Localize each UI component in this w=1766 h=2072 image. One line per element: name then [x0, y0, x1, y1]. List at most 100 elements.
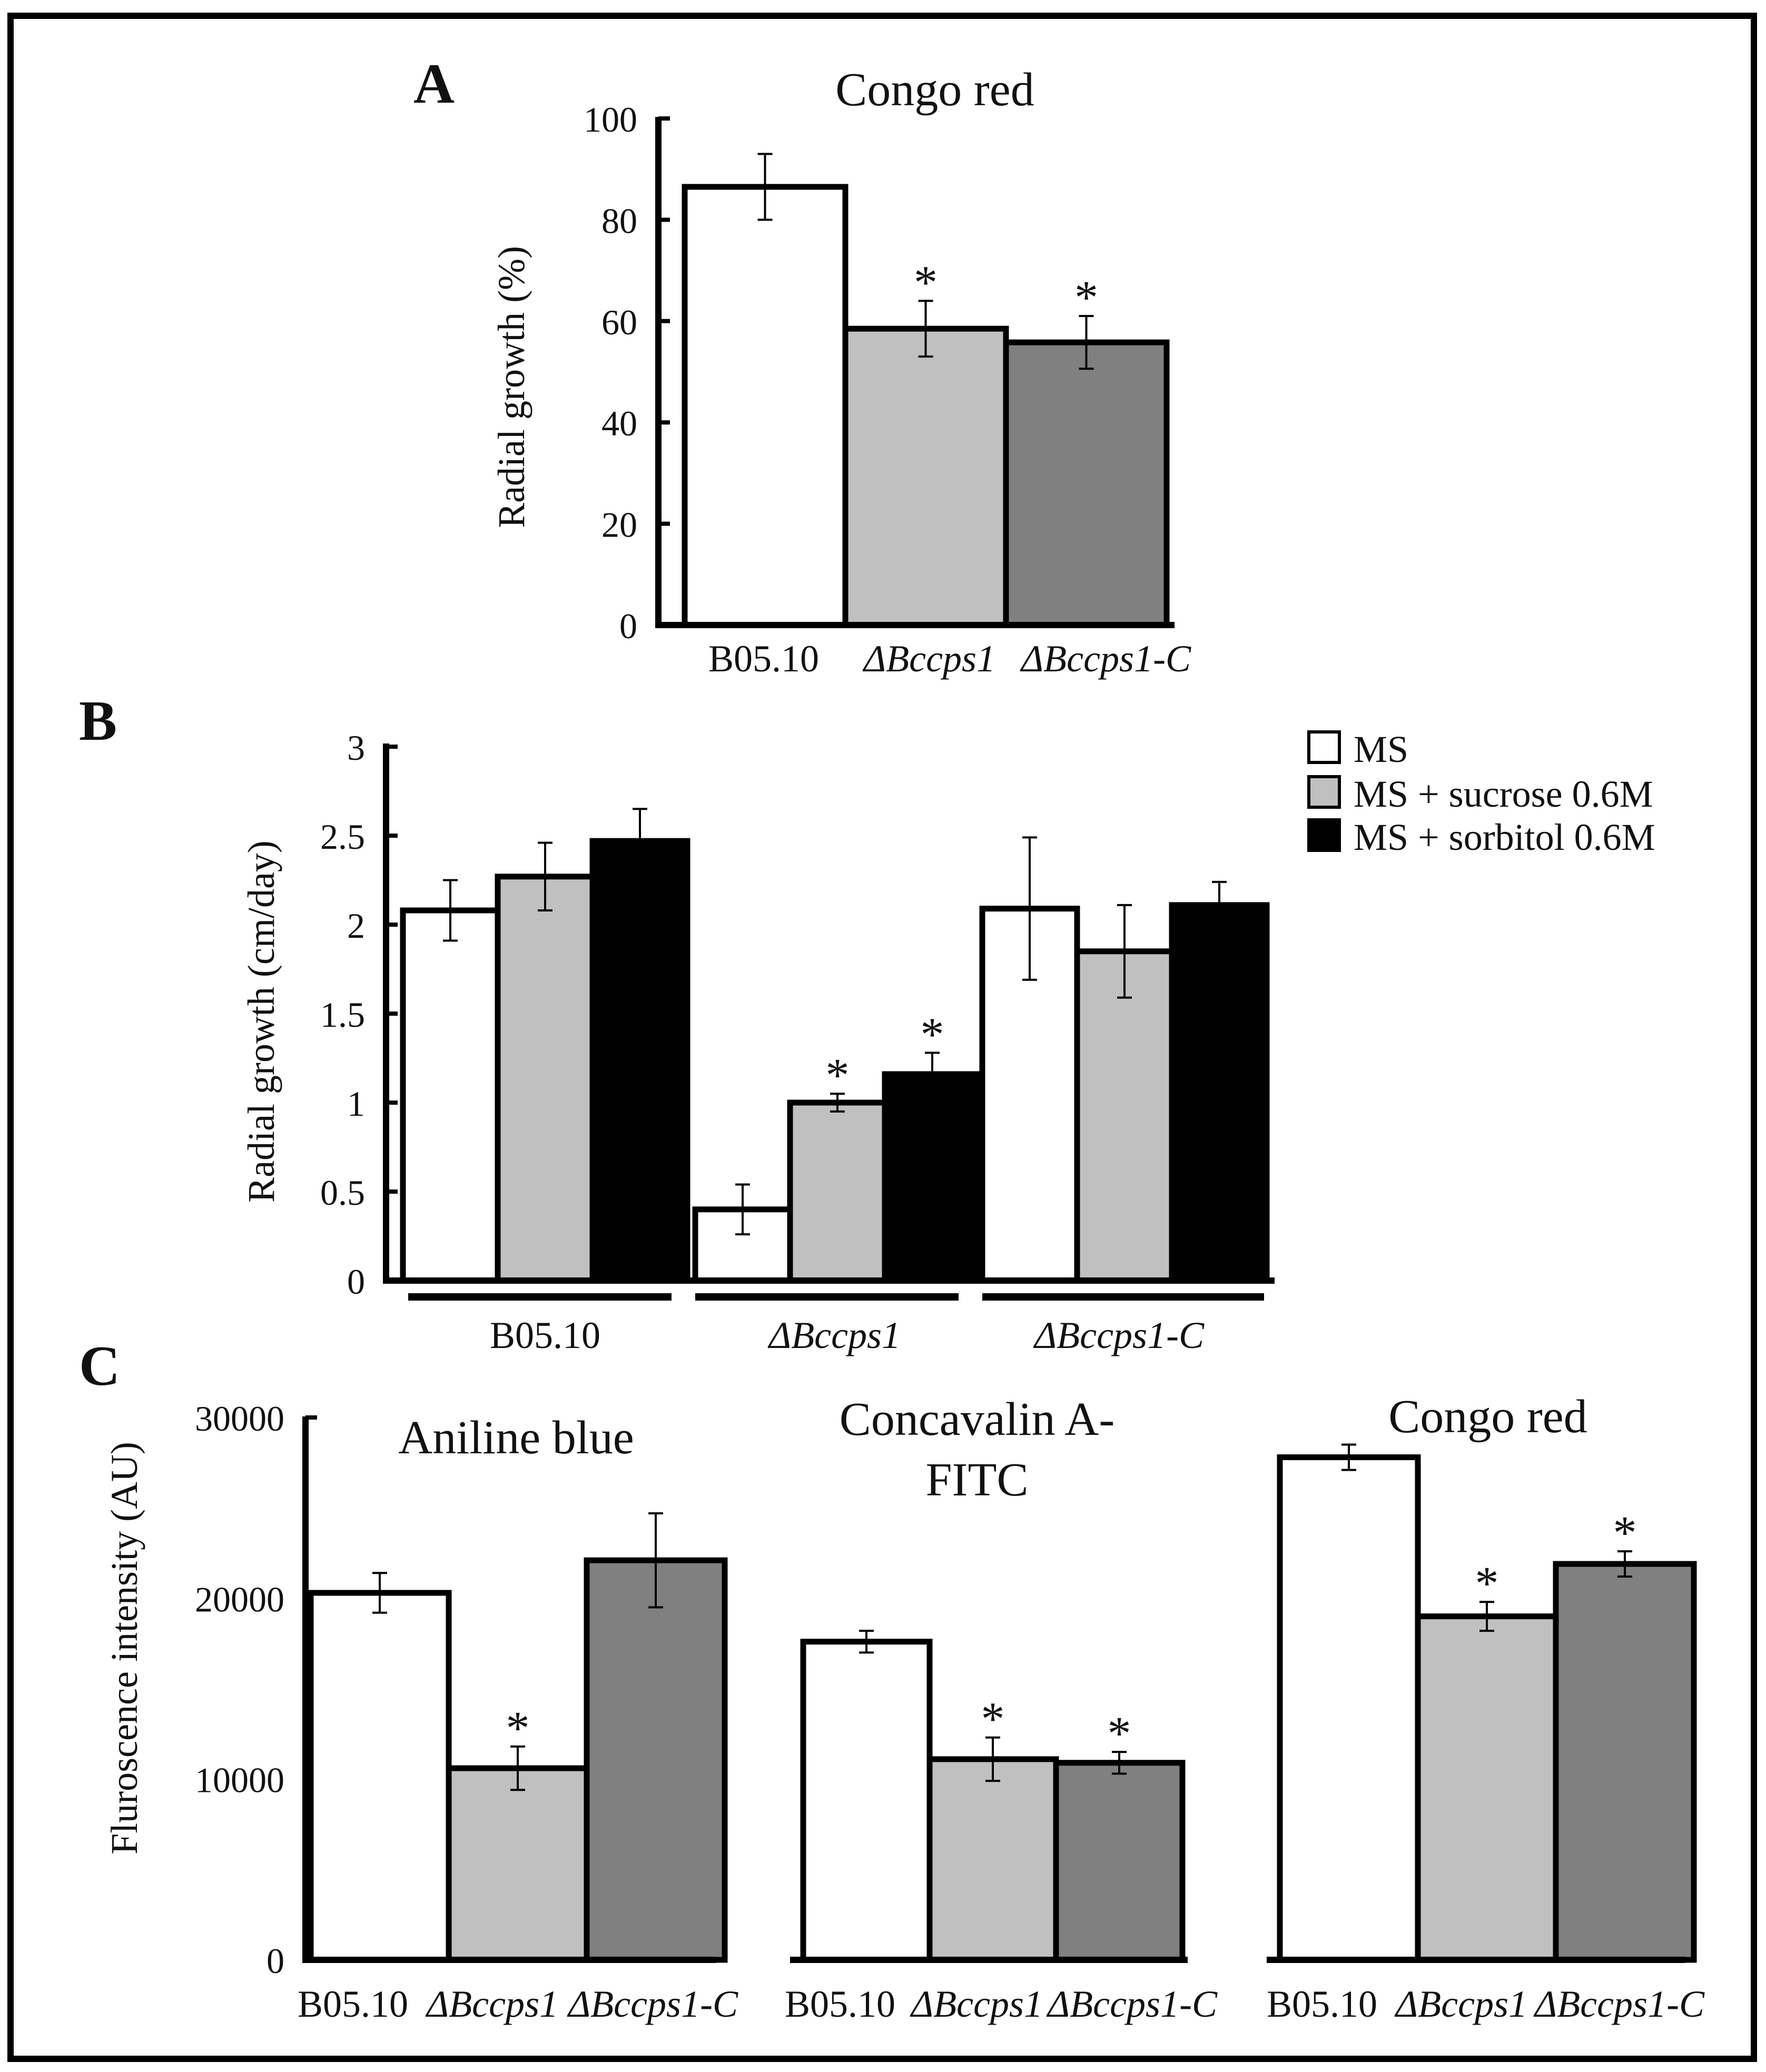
legend-label-sorbitol: MS + sorbitol 0.6M	[1354, 816, 1655, 858]
panel-a-bar-2	[842, 325, 1009, 628]
panel-b-y-tick-label-5: 2.5	[320, 817, 365, 857]
panel-c-bar-g2-b2-error-bar	[985, 1736, 1000, 1782]
panel-c-title-2-line-2: FITC	[925, 1454, 1028, 1506]
panel-b-bar-g3-s2-error-bar	[1117, 904, 1132, 999]
panel-b-y-tick-label-1: 0.5	[320, 1173, 365, 1213]
panel-b-bar-g1-s2	[495, 874, 596, 1284]
panel-a-x-label-2: ΔBccps1	[862, 638, 995, 680]
panel-c-y-tick-label-1: 10000	[195, 1760, 284, 1800]
panel-c-bar-g1-b2-error-bar	[510, 1745, 525, 1791]
legend-swatch-sorbitol	[1307, 818, 1341, 852]
panel-c-bar-g3-b1	[1277, 1454, 1421, 1963]
panel-c-bar-g1-b1-error-bar	[372, 1572, 387, 1614]
panel-a-bar-3	[1003, 339, 1170, 628]
panel-b-letter: B	[79, 690, 117, 752]
panel-c-bar-g2-b3-error-bar	[1112, 1751, 1127, 1775]
panel-a-bar-1	[682, 184, 849, 628]
panel-b: B Radial growth (cm/day) 0 0.5 1 1.5 2 2.5 3 *…	[79, 690, 1655, 1356]
panel-c-x-label-3-2: ΔBccps1	[1394, 1983, 1527, 2025]
panel-b-bar-g2-s3-significance: *	[921, 1008, 944, 1060]
panel-a-bar-2-significance: *	[914, 256, 938, 309]
panel-a-x-label-3: ΔBccps1-C	[1020, 638, 1191, 680]
panel-c-bar-g1-b1	[308, 1590, 452, 1963]
panel-b-bar-g3-s3	[1169, 902, 1270, 1284]
panel-a-bar-2-error-bar	[918, 300, 933, 358]
panel-c-bar-g1-b2	[446, 1765, 590, 1963]
panel-a-y-axis-label: Radial growth (%)	[490, 246, 532, 528]
panel-b-y-tick-label-3: 1.5	[320, 995, 365, 1035]
panel-c-bar-g3-b2-error-bar	[1479, 1601, 1494, 1632]
panel-c-x-label-3-1: B05.10	[1267, 1983, 1377, 2025]
panel-b-x-label-1: B05.10	[490, 1314, 600, 1356]
panel-b-bar-g3-s2	[1074, 948, 1175, 1284]
panel-c-bar-g2-b2-significance: *	[981, 1693, 1005, 1746]
panel-c-x-label-3-3: ΔBccps1-C	[1533, 1983, 1705, 2025]
panel-c-bar-g3-b1-error-bar	[1341, 1443, 1356, 1471]
panel-c-bar-g3-b2	[1415, 1613, 1559, 1963]
panel-b-bar-g3-s3-error-bar	[1212, 880, 1227, 929]
panel-c-bar-g3-b2-significance: *	[1475, 1558, 1499, 1610]
panel-c-y-tick-label-2: 20000	[195, 1579, 284, 1619]
panel-a: A Congo red Radial growth (%) 0 20 40 60 80 1…	[413, 53, 1191, 680]
panel-c-bar-g3-b3-significance: *	[1613, 1507, 1637, 1559]
panel-c-bar-g2-b2	[926, 1756, 1059, 1963]
panel-a-bar-1-error-bar	[757, 153, 773, 221]
panel-a-y-tick-label-2: 40	[601, 403, 637, 443]
panel-c-x-label-2-2: ΔBccps1	[910, 1983, 1043, 2025]
panel-c-y-tick-label-0: 0	[267, 1941, 284, 1981]
panel-c-title-2-line-1: Concavalin A-	[840, 1393, 1114, 1445]
panel-c-bar-g2-b3	[1053, 1760, 1186, 1963]
panel-b-bar-g2-s2-error-bar	[830, 1093, 845, 1113]
panel-c-x-label-2-1: B05.10	[785, 1983, 895, 2025]
panel-c-bar-g1-b2-significance: *	[506, 1702, 530, 1754]
panel-a-bar-3-error-bar	[1079, 315, 1094, 370]
panel-c-title-1: Aniline blue	[398, 1412, 634, 1464]
panel-a-title: Congo red	[835, 64, 1034, 116]
legend-swatch-sucrose	[1307, 775, 1341, 809]
panel-b-bar-g2-s3	[882, 1071, 983, 1284]
panel-b-bar-g2-s2-significance: *	[826, 1049, 850, 1102]
panel-c-letter: C	[79, 1335, 120, 1397]
panel-c: C Fluroscence intensity (AU) 0 10000 20000…	[79, 1335, 1705, 2025]
panel-c-bar-g3-b3	[1553, 1561, 1697, 1963]
panel-c-bar-g2-b1-error-bar	[859, 1630, 874, 1654]
panel-c-bar-g1-b3	[584, 1557, 728, 1963]
legend-label-ms: MS	[1354, 728, 1408, 770]
panel-c-bar-g2-b1	[800, 1639, 933, 1963]
panel-b-bar-g1-s3	[589, 838, 690, 1284]
panel-c-bar-g1-b3-error-bar	[648, 1512, 663, 1609]
panel-b-bar-g2-s3-error-bar	[925, 1052, 940, 1097]
panel-a-y-tick-label-0: 0	[619, 606, 637, 646]
legend-label-sucrose: MS + sucrose 0.6M	[1354, 773, 1653, 815]
panel-b-bar-g2-s2	[787, 1099, 888, 1284]
panel-b-bar-g1-s1-error-bar	[443, 879, 458, 942]
panel-a-y-tick-label-1: 20	[601, 505, 637, 545]
legend: MS MS + sucrose 0.6M MS + sorbitol 0.6M	[1307, 728, 1655, 858]
panel-c-bar-g3-b3-error-bar	[1617, 1550, 1632, 1578]
panel-a-y-tick-label-4: 80	[601, 201, 637, 241]
panel-b-x-label-2: ΔBccps1	[767, 1314, 901, 1356]
panel-b-bar-g2-s1-error-bar	[735, 1183, 750, 1236]
panel-b-bar-g1-s3-error-bar	[633, 808, 647, 874]
legend-swatch-ms	[1307, 730, 1341, 764]
panel-a-x-label-1: B05.10	[708, 638, 819, 680]
panel-b-bar-g1-s1	[400, 907, 501, 1284]
panel-b-y-tick-label-0: 0	[347, 1262, 365, 1302]
panel-c-x-label-1-2: ΔBccps1	[425, 1983, 558, 2025]
panel-a-bar-3-significance: *	[1074, 272, 1098, 324]
panel-b-y-tick-label-6: 3	[347, 728, 365, 768]
panel-a-y-tick-label-5: 100	[584, 100, 637, 140]
panel-c-title-3: Congo red	[1388, 1391, 1587, 1443]
panel-a-y-tick-label-3: 60	[601, 302, 637, 342]
panel-c-x-label-1-3: ΔBccps1-C	[567, 1983, 738, 2025]
panel-c-x-label-1-1: B05.10	[298, 1983, 408, 2025]
panel-b-y-tick-label-2: 1	[347, 1084, 365, 1124]
panel-a-letter: A	[413, 53, 455, 115]
panel-c-bar-g2-b3-significance: *	[1108, 1708, 1131, 1760]
panel-b-y-tick-label-4: 2	[347, 906, 365, 946]
panel-c-y-axis-label: Fluroscence intensity (AU)	[103, 1442, 145, 1855]
panel-b-y-axis-label: Radial growth (cm/day)	[240, 840, 282, 1203]
panel-b-bar-g3-s1-error-bar	[1022, 836, 1037, 981]
panel-b-x-label-3: ΔBccps1-C	[1033, 1314, 1205, 1356]
